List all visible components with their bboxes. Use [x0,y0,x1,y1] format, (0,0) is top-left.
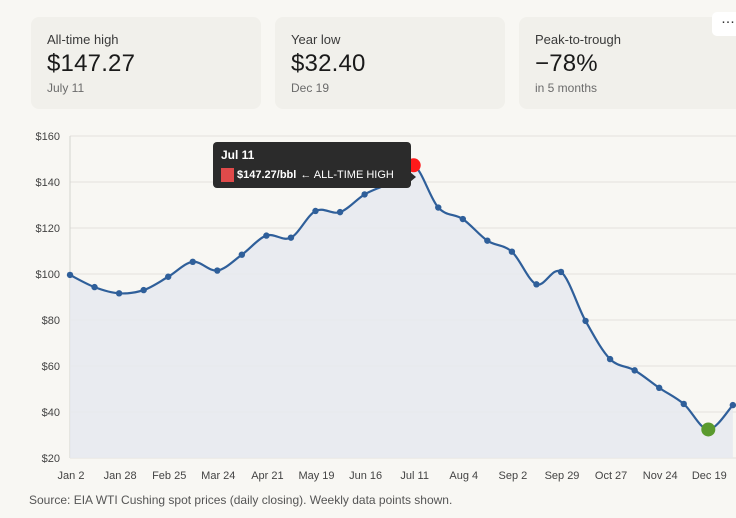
x-tick-label: Sep 2 [499,470,528,482]
data-point [214,267,221,274]
more-horizontal-icon: ··· [721,13,735,30]
data-point [287,234,295,241]
y-tick-label: $140 [36,177,60,189]
stat-value: $32.40 [291,50,366,77]
data-point [336,208,344,216]
stat-label: Year low [291,32,341,47]
y-tick-label: $120 [36,223,60,235]
data-point [91,283,98,291]
data-point [582,317,589,325]
stat-label: All-time high [47,32,119,47]
source-note: Source: EIA WTI Cushing spot prices (dai… [29,493,453,507]
data-point [115,290,123,297]
x-tick-label: Feb 25 [152,470,186,482]
data-point [312,207,319,215]
tooltip-value: $147.27/bbl [237,169,297,181]
data-point [729,401,736,409]
y-tick-label: $160 [36,131,60,143]
data-point [606,355,614,363]
highlight-point [701,422,716,437]
stat-sub: Dec 19 [291,81,330,95]
y-tick-label: $60 [42,361,60,373]
tooltip-pointer [410,172,416,182]
x-tick-label: May 19 [298,470,334,482]
x-tick-label: Dec 19 [692,470,727,482]
data-point [459,215,466,223]
data-point [263,232,270,239]
stat-value: −78% [535,50,598,77]
data-point [533,281,540,288]
x-tick-label: Nov 24 [643,470,678,482]
y-tick-label: $20 [42,453,60,465]
data-point [656,384,663,392]
more-options-button[interactable]: ··· [712,12,736,36]
data-point [189,258,196,266]
stat-label: Peak-to-trough [535,32,621,47]
data-point [140,286,147,294]
data-point [680,400,687,408]
stat-card-year-low: Year low $32.40 Dec 19 [275,17,505,109]
x-tick-label: Mar 24 [201,470,235,482]
data-point [631,367,638,374]
x-tick-label: Sep 29 [545,470,580,482]
x-tick-label: Oct 27 [595,470,627,482]
stat-card-peak-to-trough: Peak-to-trough −78% in 5 months [519,17,736,109]
data-point [508,248,516,255]
x-tick-label: Jan 28 [104,470,137,482]
y-tick-label: $80 [42,315,60,327]
tooltip-note: ← ALL-TIME HIGH [300,169,394,181]
data-point [165,273,172,280]
area-fill [70,164,733,458]
x-tick-label: Jul 11 [400,470,429,482]
stat-sub: July 11 [47,81,85,95]
data-point [361,191,368,198]
data-point [66,271,74,279]
tooltip-date: Jul 11 [221,148,255,162]
stat-card-all-time-high: All-time high $147.27 July 11 [31,17,261,109]
data-points [66,179,736,409]
y-tick-label: $40 [42,407,60,419]
stat-sub: in 5 months [535,81,598,95]
data-point [557,268,565,276]
tooltip-row: $147.27/bbl ← ALL-TIME HIGH [221,167,403,183]
data-point [435,204,442,211]
x-tick-label: Jun 16 [349,470,382,482]
y-tick-label: $100 [36,269,60,281]
y-axis-ticks: $20 $40 $60 $80 $100 $120 $140 $160 [36,131,60,465]
tooltip-swatch [221,168,234,182]
x-tick-label: Jan 2 [58,470,85,482]
data-point [238,251,246,258]
x-tick-label: Apr 21 [251,470,283,482]
data-point [484,237,491,244]
x-axis-ticks: Jan 2 Jan 28 Feb 25 Mar 24 Apr 21 May 19 Jun 1… [58,470,727,482]
stat-value: $147.27 [47,50,136,77]
x-tick-label: Aug 4 [449,470,478,482]
peak-tooltip: Jul 11 $147.27/bbl ← ALL-TIME HIGH [213,142,416,188]
